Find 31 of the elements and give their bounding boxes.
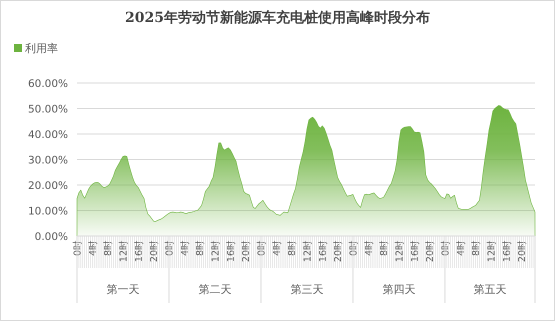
y-tick-label: 20.00% [28,180,68,192]
x-tick-label: 12时 [301,240,314,262]
x-tick-label: 8时 [194,240,206,256]
y-tick-label: 30.00% [28,154,68,166]
text: 第三天 [290,283,324,296]
chart-title: 2025年劳动节新能源车充电桩使用高峰时段分布 [125,9,430,26]
text: 第一天 [106,283,140,296]
y-tick-label: 40.00% [28,129,68,141]
x-tick-label: 20时 [516,240,528,262]
text: 第五天 [473,283,506,296]
x-tick-label: 20时 [424,240,436,262]
x-tick-label: 8时 [286,240,298,256]
x-tick-label: 4时 [454,240,467,256]
x-tick-label: 12时 [209,240,222,262]
x-tick-label: 12时 [117,240,130,262]
x-tick-label: 20时 [240,240,252,262]
legend-label: 利用率 [25,42,58,55]
y-tick-label: 60.00% [28,78,68,90]
x-tick-label: 8时 [102,240,114,256]
x-tick-label: 16时 [500,240,513,262]
text: 第四天 [382,283,416,296]
x-tick-label: 20时 [148,240,160,262]
x-tick-label: 20时 [332,240,344,262]
x-tick-label: 8时 [378,240,390,256]
x-tick-label: 12时 [485,240,498,262]
y-tick-label: 10.00% [28,206,68,218]
x-tick-label: 12时 [393,240,406,262]
y-tick-label: 0.00% [34,231,68,243]
text: 第二天 [198,283,232,296]
x-tick-label: 8时 [470,240,482,256]
y-tick-label: 50.00% [28,104,68,116]
